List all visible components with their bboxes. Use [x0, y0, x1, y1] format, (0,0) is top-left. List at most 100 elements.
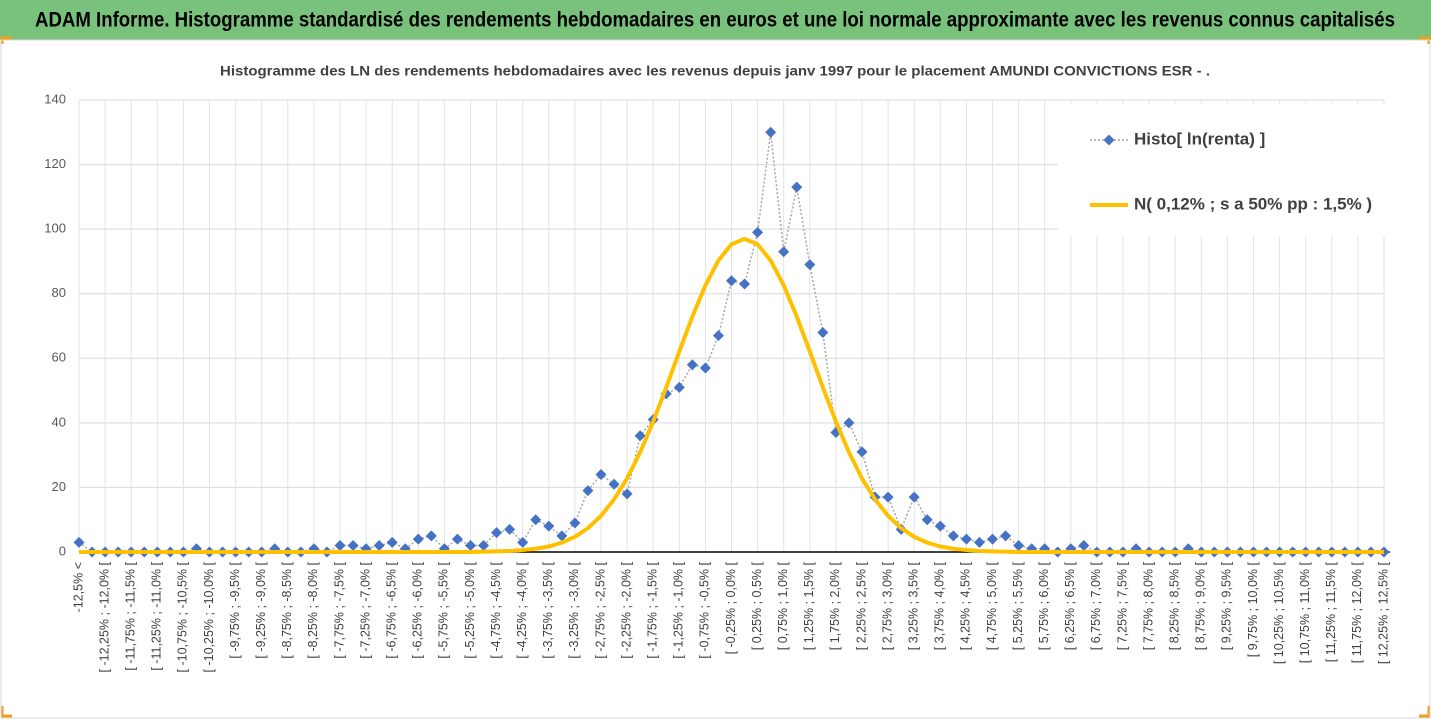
data-point	[530, 514, 542, 526]
x-tick-label: [ -1,75% ; -1,5% [	[645, 561, 659, 658]
y-tick-label: 140	[44, 91, 66, 106]
x-tick-label: [ 5,75% ; 6,0% [	[1037, 561, 1051, 650]
x-tick-label: [ 4,75% ; 5,0% [	[985, 561, 999, 650]
x-tick-label: [ -3,25% ; -3,0% [	[567, 561, 581, 658]
x-tick-label: [ -7,25% ; -7,0% [	[358, 561, 372, 658]
x-tick-label: [ -6,25% ; -6,0% [	[411, 561, 425, 658]
data-point	[1078, 540, 1090, 552]
data-point	[334, 540, 346, 552]
legend: Histo[ ln(renta) ] N( 0,12% ; s a 50% pp …	[1058, 104, 1400, 236]
x-tick-label: [ -0,75% ; -0,5% [	[698, 561, 712, 658]
x-tick-label: [ -2,75% ; -2,5% [	[593, 561, 607, 658]
x-tick-label: [ 10,25% ; 10,5% [	[1272, 561, 1286, 664]
data-point	[843, 417, 855, 429]
x-tick-label: [ 2,75% ; 3,0% [	[880, 561, 894, 650]
data-point	[817, 326, 829, 338]
x-tick-label: [ -10,75% ; -10,5% [	[176, 561, 190, 672]
data-point	[517, 536, 529, 548]
x-tick-label: [ 11,75% ; 12,0% [	[1350, 561, 1364, 663]
data-point	[699, 362, 711, 374]
data-point	[726, 275, 737, 287]
normal-curve	[79, 236, 1384, 554]
x-tick-label: [ 9,75% ; 10,0% [	[1246, 561, 1260, 657]
data-point	[386, 536, 398, 548]
x-tick-label: [ 0,25% ; 0,5% [	[750, 561, 764, 650]
data-point	[947, 530, 959, 542]
legend-box	[1058, 104, 1400, 236]
x-tick-label: [ -11,75% ; -11,5% [	[123, 561, 137, 670]
x-tick-label: [ 12,25% ; 12,5% [	[1376, 561, 1390, 664]
x-tick-label: [ -4,75% ; -4,5% [	[489, 561, 503, 658]
x-tick-label: [ -1,25% ; -1,0% [	[672, 561, 686, 658]
data-point	[621, 488, 633, 500]
data-point	[451, 533, 463, 545]
data-point	[987, 533, 998, 545]
data-point	[1013, 540, 1025, 552]
data-point	[921, 514, 933, 526]
data-point	[595, 469, 607, 481]
data-point	[673, 381, 685, 393]
data-point	[373, 540, 385, 552]
data-point	[478, 540, 490, 552]
x-tick-label: [ -10,25% ; -10,0% [	[202, 561, 216, 672]
data-point	[973, 536, 985, 548]
x-tick-label: [ 3,75% ; 4,0% [	[933, 561, 947, 650]
legend-label: N( 0,12% ; s a 50% pp : 1,5% )	[1134, 194, 1372, 213]
x-tick-label: [ -8,25% ; -8,0% [	[306, 561, 320, 658]
x-tick-label: [ 1,25% ; 1,5% [	[802, 561, 816, 650]
x-tick-label: [ 6,25% ; 6,5% [	[1063, 561, 1077, 650]
x-tick-label: [ -7,75% ; -7,5% [	[332, 561, 346, 658]
x-tick-label: [ 6,75% ; 7,0% [	[1089, 561, 1103, 650]
y-tick-label: 0	[59, 543, 66, 558]
x-tick-label: [ -5,75% ; -5,5% [	[437, 561, 451, 658]
grid: 0 20 40 60 80 100 120 140 -12,5% < [ -12,25% ; -1…	[44, 91, 1390, 672]
data-point	[491, 527, 503, 539]
data-point	[882, 491, 894, 503]
data-point	[73, 536, 85, 548]
x-tick-label: [ -6,75% ; -6,5% [	[384, 561, 398, 658]
data-point	[934, 520, 946, 532]
y-tick-label: 40	[52, 414, 66, 429]
x-tick-label: [ -3,75% ; -3,5% [	[541, 561, 555, 658]
data-point	[412, 533, 424, 545]
data-point	[765, 126, 777, 138]
data-point	[569, 517, 581, 529]
x-tick-label: [ 10,75% ; 11,0% [	[1298, 561, 1312, 663]
x-tick-label: [ 3,25% ; 3,5% [	[906, 561, 920, 650]
x-tick-label: [ -9,25% ; -9,0% [	[254, 561, 268, 658]
legend-label: Histo[ ln(renta) ]	[1134, 129, 1265, 148]
x-tick-label: -12,5% <	[71, 562, 85, 612]
x-tick-label: [ 8,25% ; 8,5% [	[1167, 561, 1181, 650]
corner-marks	[0, 36, 1431, 718]
data-point	[582, 485, 594, 497]
data-point	[608, 478, 620, 490]
data-point	[752, 226, 764, 238]
x-tick-label: [ 9,25% ; 9,5% [	[1220, 561, 1234, 650]
x-tick-label: [ 4,25% ; 4,5% [	[959, 561, 973, 650]
data-point	[739, 278, 751, 290]
y-tick-label: 80	[52, 285, 66, 300]
data-point	[556, 530, 568, 542]
title-bar	[0, 0, 1431, 40]
chart-title: ADAM Informe. Histogramme standardisé de…	[35, 9, 1395, 32]
x-tick-label: [ -5,25% ; -5,0% [	[463, 561, 477, 658]
x-tick-label: [ -0,25% ; 0,0% [	[724, 561, 738, 654]
plot	[73, 126, 1390, 558]
x-tick-label: [ 2,25% ; 2,5% [	[854, 561, 868, 650]
x-tick-label: [ -2,25% ; -2,0% [	[619, 561, 633, 658]
x-tick-label: [ -8,75% ; -8,5% [	[280, 561, 294, 658]
data-point	[804, 259, 816, 271]
chart-border	[0, 39, 1431, 719]
chart-subtitle: Histogramme des LN des rendements hebdom…	[220, 63, 1210, 79]
x-tick-label: [ -9,75% ; -9,5% [	[228, 561, 242, 658]
data-point	[960, 533, 972, 545]
data-point	[712, 330, 724, 342]
y-tick-label: 100	[44, 221, 66, 236]
x-tick-label: [ -4,25% ; -4,0% [	[515, 561, 529, 658]
data-point	[856, 446, 868, 458]
data-point	[778, 246, 790, 258]
x-tick-label: [ -11,25% ; -11,0% [	[150, 561, 164, 670]
data-point	[465, 540, 476, 552]
